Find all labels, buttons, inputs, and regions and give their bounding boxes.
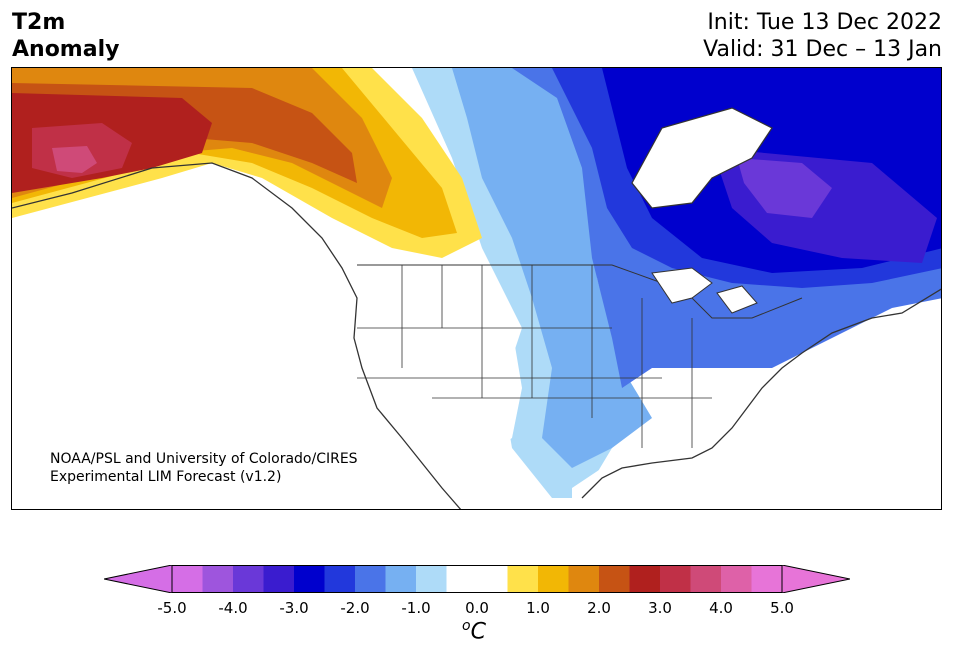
shading-purple: [737, 158, 832, 218]
colorbar-outline: [171, 565, 783, 593]
colorbar-segment: [507, 565, 539, 593]
colorbar-segment: [294, 565, 325, 593]
state-lines: [357, 265, 712, 448]
colorbar-segment: [172, 565, 203, 593]
shading-pink: [52, 146, 97, 173]
colorbar-segment: [538, 565, 569, 593]
colorbar-tick-label: -1.0: [401, 599, 431, 617]
colorbar-segment: [660, 565, 691, 593]
colorbar-segment: [263, 565, 295, 593]
coastline-west: [12, 162, 462, 509]
colorbar: [104, 565, 850, 593]
colorbar-tick-label: -3.0: [279, 599, 309, 617]
map-canvas: NOAA/PSL and University of Colorado/CIRE…: [12, 68, 941, 509]
colorbar-segment: [446, 565, 508, 593]
colorbar-segment: [599, 565, 630, 593]
init-date: Init: Tue 13 Dec 2022: [707, 10, 942, 35]
credit-line-1: NOAA/PSL and University of Colorado/CIRE…: [50, 451, 358, 467]
colorbar-tick-label: -2.0: [340, 599, 370, 617]
colorbar-segment: [355, 565, 386, 593]
colorbar-tick-label: 3.0: [648, 599, 672, 617]
colorbar-tick-label: 5.0: [770, 599, 794, 617]
colorbar-tick-label: 1.0: [526, 599, 550, 617]
colorbar-tick-label: 0.0: [465, 599, 489, 617]
colorbar-segment: [568, 565, 600, 593]
hudson-bay: [631, 107, 773, 209]
colorbar-segment: [690, 565, 722, 593]
colorbar-segment: [385, 565, 417, 593]
colorbar-segment: [751, 565, 783, 593]
title-variable-sub: Anomaly: [12, 37, 120, 62]
map-title: T2m Anomaly: [12, 9, 119, 63]
valid-range: Valid: 31 Dec – 13 Jan: [703, 37, 942, 62]
colorbar-unit: oC: [462, 618, 486, 644]
gulf-white: [572, 368, 941, 509]
colorbar-segment: [324, 565, 356, 593]
forecast-dates: Init: Tue 13 Dec 2022 Valid: 31 Dec – 13…: [703, 9, 942, 63]
credit-line-2: Experimental LIM Forecast (v1.2): [50, 469, 281, 485]
colorbar-tick-label: -5.0: [157, 599, 187, 617]
colorbar-segments: [172, 565, 783, 593]
colorbar-segment: [416, 565, 447, 593]
colorbar-segment: [202, 565, 234, 593]
unit-degree: o: [462, 618, 471, 634]
coastline-east: [581, 288, 941, 499]
unit-celsius: C: [470, 619, 486, 645]
title-variable: T2m: [12, 10, 66, 35]
colorbar-tick-label: -4.0: [218, 599, 248, 617]
colorbar-tick-label: 4.0: [709, 599, 733, 617]
anomaly-map: NOAA/PSL and University of Colorado/CIRE…: [11, 67, 942, 510]
pacific-white: [12, 198, 352, 509]
colorbar-tick-label: 2.0: [587, 599, 611, 617]
colorbar-segment: [721, 565, 752, 593]
great-lakes: [651, 267, 758, 314]
colorbar-segment: [629, 565, 661, 593]
colorbar-extend-high: [781, 565, 850, 593]
colorbar-segment: [233, 565, 264, 593]
colorbar-extend-low: [104, 565, 173, 593]
